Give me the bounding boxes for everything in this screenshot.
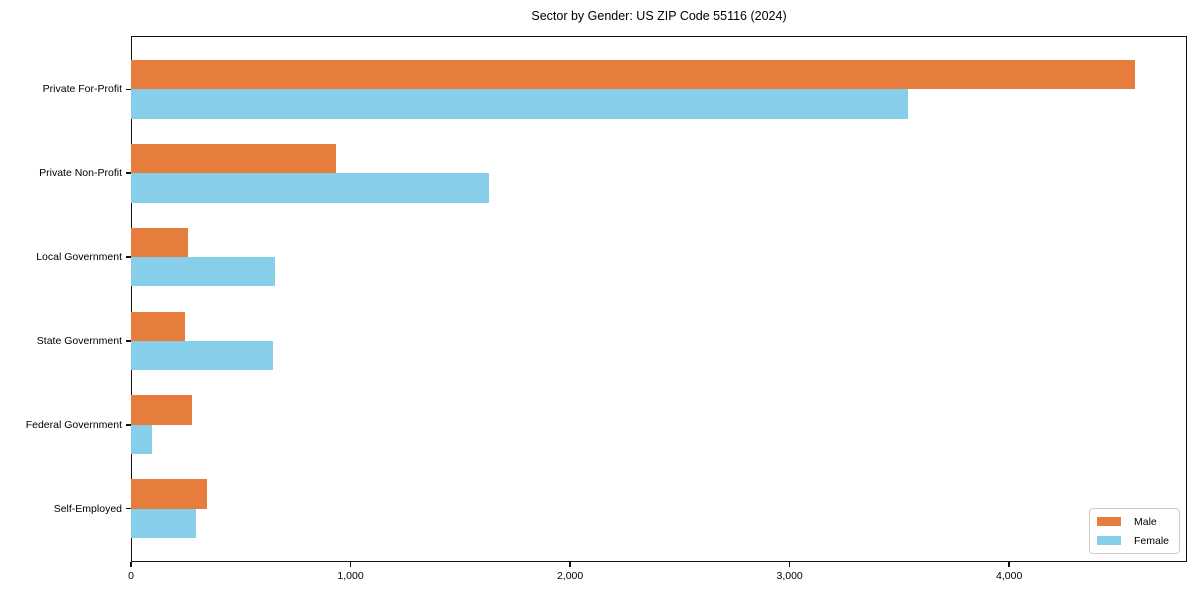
legend: Male Female [1089,508,1180,554]
x-tick-3-000 [788,562,791,567]
y-tick-local-government [126,256,131,258]
bar-female-private-non-profit [131,173,489,203]
legend-label-female: Female [1134,534,1170,547]
y-label-self-employed: Self-Employed [53,502,122,515]
bar-male-self-employed [131,479,208,509]
y-label-private-for-profit: Private For-Profit [42,83,122,96]
bar-male-local-government [131,227,189,258]
chart-title: Sector by Gender: US ZIP Code 55116 (202… [531,9,787,23]
x-label-4-000: 4,000 [996,570,1023,582]
y-tick-private-for-profit [126,88,131,91]
x-label-3-000: 3,000 [776,570,803,582]
bar-female-state-government [131,340,273,371]
y-tick-self-employed [126,507,131,510]
y-label-private-non-profit: Private Non-Profit [39,167,122,180]
legend-entry-female: Female [1097,533,1172,549]
y-tick-private-non-profit [126,172,131,174]
x-tick-1-000 [349,562,352,567]
y-label-federal-government: Federal Government [25,418,122,431]
bar-female-local-government [131,257,275,287]
x-label-0: 0 [128,570,134,582]
plot-area [131,36,1187,562]
legend-swatch-male [1097,517,1121,526]
bar-female-federal-government [131,424,152,455]
legend-swatch-female [1097,536,1121,545]
bar-male-federal-government [131,395,193,425]
bar-male-private-for-profit [131,59,1136,90]
y-label-state-government: State Government [36,334,122,347]
y-tick-federal-government [126,424,131,426]
y-tick-state-government [126,340,131,342]
x-label-1-000: 1,000 [337,570,364,582]
bar-female-private-for-profit [131,89,909,119]
x-label-2-000: 2,000 [556,570,584,582]
bar-male-state-government [131,311,185,341]
bar-female-self-employed [131,508,196,539]
x-tick-0 [130,562,132,567]
legend-label-male: Male [1134,515,1157,528]
x-tick-4-000 [1008,562,1010,567]
bar-male-private-non-profit [131,143,337,174]
legend-entry-male: Male [1097,514,1172,530]
x-tick-2-000 [569,562,571,567]
y-label-local-government: Local Government [36,251,122,264]
